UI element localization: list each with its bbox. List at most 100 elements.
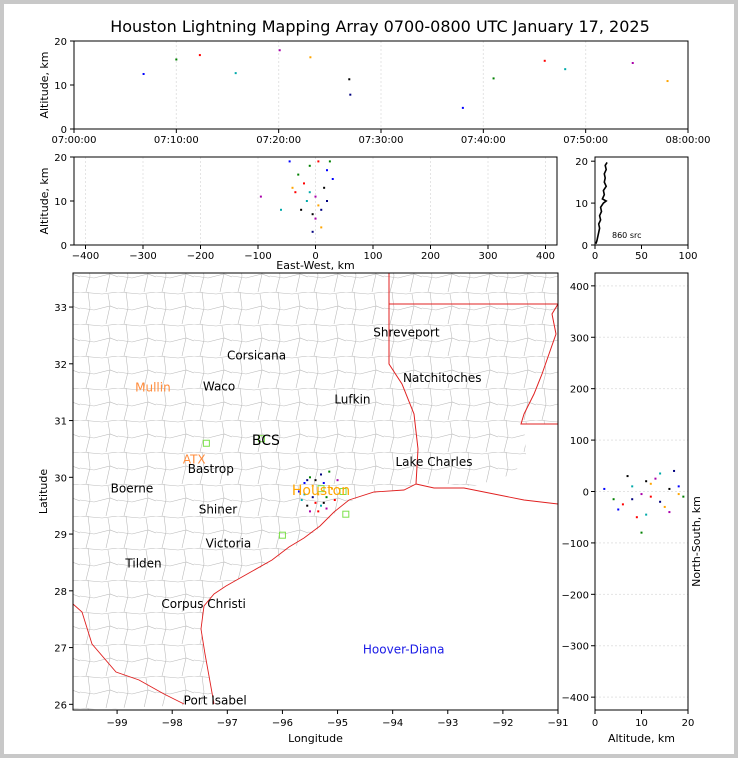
map-point (303, 493, 306, 496)
ew-x-tick-label: 200 (421, 251, 440, 262)
ns-x-tick-label: 0 (592, 718, 598, 729)
ew-point (331, 178, 334, 180)
state-border-ms (520, 303, 558, 425)
radar-label: Mullin (135, 381, 171, 395)
lma-station-marker (202, 439, 210, 447)
ew-x-label: East-West, km (276, 259, 354, 272)
ns-point (621, 503, 624, 506)
th-point (492, 77, 495, 80)
city-label: Waco (203, 380, 235, 394)
ns-point (640, 531, 643, 534)
louisiana-land (388, 273, 558, 486)
east-west-panel: −400 −300 −200 −100 0 100 200 300 400 0 10 20 East-W… (38, 153, 558, 272)
map-point (328, 470, 331, 473)
map-point (314, 501, 317, 504)
hist-x-tick-label: 100 (678, 251, 697, 262)
city-label: Corsicana (227, 348, 286, 362)
ew-point (323, 186, 326, 189)
th-point (142, 73, 145, 75)
plan-view-panel: −99 −98 −97 −96 −95 −94 −93 −92 −91 26 27 28 29 30 31 3… (37, 272, 569, 745)
map-point (331, 487, 334, 490)
ns-point (659, 500, 662, 503)
ns-point (612, 498, 615, 501)
hist-x-tick-label: 50 (635, 251, 648, 262)
map-point (325, 507, 328, 510)
ns-point (649, 495, 652, 498)
map-y-tick-label: 32 (54, 360, 67, 371)
map-point (336, 479, 339, 482)
ns-point (631, 498, 634, 501)
plan-view-frame (72, 272, 559, 711)
th-point (309, 56, 312, 59)
th-point (348, 78, 351, 81)
ew-point (317, 160, 320, 163)
map-point (325, 496, 328, 499)
th-y-tick-label: 10 (54, 81, 67, 92)
map-x-tick-label: −97 (217, 718, 238, 729)
map-y-tick-label: 33 (54, 303, 67, 314)
ew-y-tick-label: 10 (54, 197, 67, 208)
ew-x-tick-label: −400 (72, 251, 99, 262)
ew-x-tick-label: 400 (536, 251, 555, 262)
th-x-tick-label: 07:50:00 (563, 135, 608, 146)
ew-x-tick-label: 300 (478, 251, 497, 262)
hist-frame (594, 156, 689, 246)
ns-point (668, 511, 671, 514)
ew-point (303, 182, 305, 185)
map-x-tick-label: −95 (327, 718, 348, 729)
th-y-label: Altitude, km (38, 51, 51, 118)
city-label: Tilden (124, 557, 161, 571)
ew-y-tick-label: 0 (61, 241, 67, 252)
ns-x-tick-label: 10 (635, 718, 648, 729)
map-x-tick-label: −94 (382, 718, 403, 729)
ew-point (288, 160, 291, 163)
city-label: Natchitoches (403, 371, 481, 385)
ew-x-tick-label: −100 (244, 251, 271, 262)
th-x-tick-label: 07:30:00 (359, 135, 404, 146)
hist-y-tick-label: 20 (575, 157, 588, 168)
ns-y-tick-label: −200 (562, 590, 589, 601)
lma-station-marker (339, 488, 347, 495)
ew-point (314, 217, 317, 220)
map-y-tick-label: 30 (54, 473, 67, 484)
ns-x-tick-label: 20 (682, 718, 695, 729)
map-x-tick-label: −92 (492, 718, 513, 729)
th-point (278, 49, 281, 52)
map-x-tick-label: −98 (162, 718, 183, 729)
th-y-tick-label: 0 (61, 125, 67, 136)
map-point (311, 484, 314, 487)
bcs-label: BCS (252, 433, 280, 449)
ns-point (663, 505, 666, 508)
ns-x-label: Altitude, km (608, 732, 675, 745)
lma-station-marker (257, 435, 265, 443)
ew-point (291, 186, 294, 189)
th-point (543, 59, 546, 62)
ew-point (314, 195, 317, 198)
map-x-label: Longitude (288, 732, 343, 745)
ew-point (328, 160, 331, 163)
hist-y-tick-label: 10 (575, 199, 588, 210)
map-x-tick-label: −99 (107, 718, 128, 729)
hist-source-count: 860 src (612, 231, 642, 240)
ew-y-label: Altitude, km (38, 167, 51, 234)
city-label: Port Isabel (184, 693, 247, 707)
map-point (297, 490, 300, 493)
map-y-tick-label: 27 (54, 644, 67, 655)
hist-profile-line (595, 161, 608, 244)
city-label: Shiner (199, 503, 238, 517)
ew-point (311, 230, 314, 233)
ew-point (311, 213, 314, 216)
th-point (564, 68, 567, 71)
state-border-tx-la (388, 273, 419, 485)
map-point (320, 473, 323, 476)
map-point (317, 493, 320, 496)
ns-point (626, 475, 629, 478)
ns-point (640, 493, 643, 496)
city-label: Shreveport (373, 326, 440, 340)
map-point (300, 499, 303, 502)
coastline (73, 483, 558, 705)
map-y-tick-label: 28 (54, 587, 67, 598)
th-point (175, 58, 178, 61)
th-x-tick-label: 07:20:00 (256, 135, 301, 146)
figure: Houston Lightning Mapping Array 0700-080… (4, 4, 734, 754)
